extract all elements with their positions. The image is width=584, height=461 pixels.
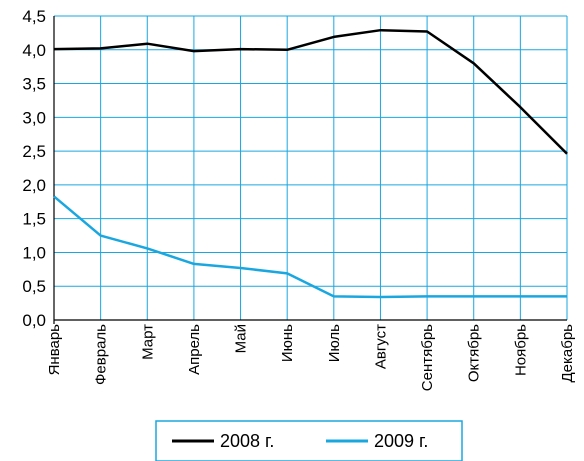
- x-tick-label: Июнь: [279, 324, 296, 362]
- y-tick-label: 4,5: [22, 7, 46, 26]
- x-tick-label: Июль: [326, 324, 343, 362]
- x-axis-ticks: Январь Февраль Март Апрель Май Июнь Июль Август…: [46, 324, 576, 391]
- x-tick-label: Февраль: [93, 324, 110, 385]
- y-tick-label: 2,0: [22, 176, 46, 195]
- y-tick-label: 1,5: [22, 210, 46, 229]
- legend-label-2009: 2009 г.: [374, 431, 428, 451]
- x-tick-label: Март: [139, 324, 156, 360]
- y-tick-label: 4,0: [22, 41, 46, 60]
- legend: 2008 г. 2009 г.: [155, 420, 463, 461]
- x-tick-label: Январь: [46, 324, 63, 376]
- x-tick-label: Август: [372, 324, 389, 369]
- legend-label-2008: 2008 г.: [220, 431, 274, 451]
- x-tick-label: Сентябрь: [419, 324, 436, 391]
- y-tick-label: 1,0: [22, 243, 46, 262]
- gridlines: [53, 15, 568, 321]
- series-line-1: [53, 195, 567, 299]
- x-tick-label: Май: [233, 324, 250, 353]
- y-tick-label: 0,0: [22, 311, 46, 330]
- y-axis-ticks: 0,0 0,5 1,0 1,5 2,0 2,5 3,0 3,5 4,0 4,5: [22, 7, 46, 330]
- x-tick-label: Декабрь: [559, 324, 576, 383]
- x-tick-label: Октябрь: [466, 324, 483, 382]
- x-tick-label: Ноябрь: [512, 324, 529, 376]
- y-tick-label: 3,0: [22, 108, 46, 127]
- y-tick-label: 3,5: [22, 75, 46, 94]
- series-line-0: [53, 28, 568, 155]
- y-tick-label: 2,5: [22, 142, 46, 161]
- series-lines: [53, 28, 568, 299]
- axes: [53, 16, 567, 324]
- x-tick-label: Апрель: [186, 324, 203, 375]
- y-tick-label: 0,5: [22, 277, 46, 296]
